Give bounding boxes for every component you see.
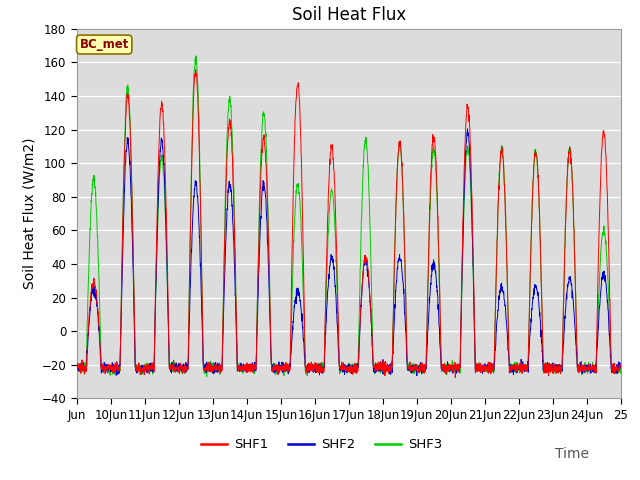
Text: BC_met: BC_met — [79, 38, 129, 51]
Legend: SHF1, SHF2, SHF3: SHF1, SHF2, SHF3 — [196, 433, 447, 456]
Text: Time: Time — [555, 447, 589, 461]
Y-axis label: Soil Heat Flux (W/m2): Soil Heat Flux (W/m2) — [22, 138, 36, 289]
Title: Soil Heat Flux: Soil Heat Flux — [292, 6, 406, 24]
